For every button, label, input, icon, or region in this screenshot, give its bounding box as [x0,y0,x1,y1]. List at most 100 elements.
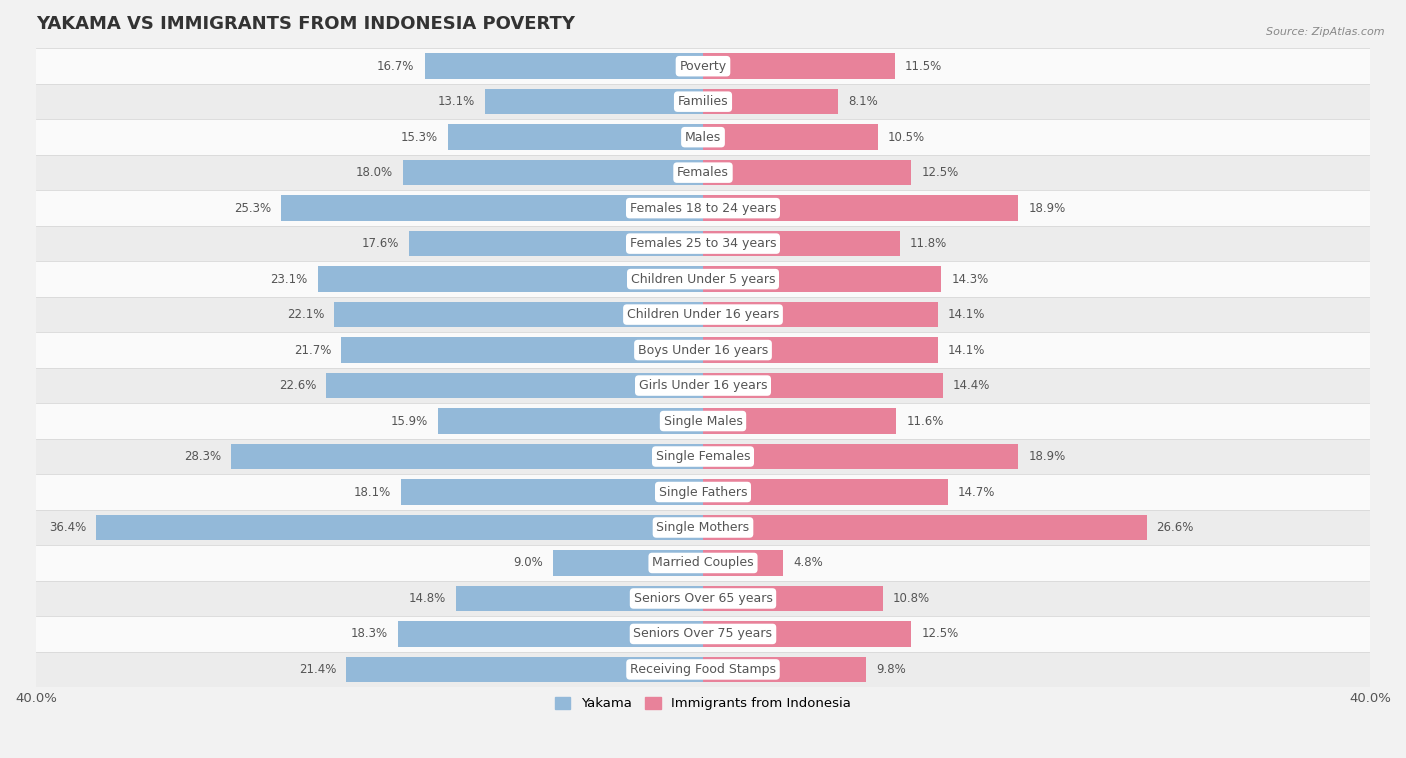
Text: 14.1%: 14.1% [948,308,986,321]
Bar [703,409,897,434]
Bar [449,124,703,150]
Text: 23.1%: 23.1% [270,273,308,286]
Bar [37,190,1369,226]
Text: 21.7%: 21.7% [294,343,330,356]
Text: 25.3%: 25.3% [233,202,271,215]
Bar [37,439,1369,475]
Text: Females 18 to 24 years: Females 18 to 24 years [630,202,776,215]
Text: Married Couples: Married Couples [652,556,754,569]
Text: 18.3%: 18.3% [350,628,388,641]
Bar [703,124,879,150]
Bar [281,196,703,221]
Text: 14.4%: 14.4% [953,379,990,392]
Text: 21.4%: 21.4% [298,663,336,676]
Bar [703,550,783,576]
Bar [703,443,1018,469]
Text: 14.1%: 14.1% [948,343,986,356]
Text: Females 25 to 34 years: Females 25 to 34 years [630,237,776,250]
Bar [703,479,948,505]
Bar [401,479,703,505]
Bar [326,373,703,398]
Text: Single Fathers: Single Fathers [659,486,747,499]
Text: 13.1%: 13.1% [437,96,475,108]
Text: 8.1%: 8.1% [848,96,877,108]
Legend: Yakama, Immigrants from Indonesia: Yakama, Immigrants from Indonesia [550,692,856,716]
Bar [409,231,703,256]
Text: 28.3%: 28.3% [184,450,221,463]
Bar [37,49,1369,84]
Bar [342,337,703,363]
Text: Males: Males [685,130,721,144]
Bar [703,586,883,611]
Bar [37,581,1369,616]
Bar [437,409,703,434]
Text: Females: Females [678,166,728,179]
Text: 4.8%: 4.8% [793,556,823,569]
Text: 36.4%: 36.4% [49,521,86,534]
Bar [37,616,1369,652]
Bar [37,332,1369,368]
Bar [231,443,703,469]
Bar [37,545,1369,581]
Text: 10.5%: 10.5% [889,130,925,144]
Text: Boys Under 16 years: Boys Under 16 years [638,343,768,356]
Bar [37,652,1369,688]
Bar [456,586,703,611]
Bar [37,509,1369,545]
Text: 15.9%: 15.9% [391,415,427,428]
Text: 17.6%: 17.6% [363,237,399,250]
Text: 11.5%: 11.5% [905,60,942,73]
Bar [335,302,703,327]
Bar [703,373,943,398]
Text: Single Mothers: Single Mothers [657,521,749,534]
Text: 12.5%: 12.5% [921,628,959,641]
Bar [703,337,938,363]
Text: 15.3%: 15.3% [401,130,437,144]
Bar [37,475,1369,509]
Text: 12.5%: 12.5% [921,166,959,179]
Bar [404,160,703,186]
Bar [703,53,894,79]
Text: 11.8%: 11.8% [910,237,948,250]
Text: Source: ZipAtlas.com: Source: ZipAtlas.com [1267,27,1385,36]
Bar [318,266,703,292]
Bar [37,403,1369,439]
Text: 14.7%: 14.7% [957,486,995,499]
Bar [96,515,703,540]
Bar [485,89,703,114]
Text: Poverty: Poverty [679,60,727,73]
Bar [37,155,1369,190]
Text: 9.0%: 9.0% [513,556,543,569]
Bar [37,297,1369,332]
Text: 22.6%: 22.6% [278,379,316,392]
Text: 11.6%: 11.6% [907,415,943,428]
Text: Seniors Over 65 years: Seniors Over 65 years [634,592,772,605]
Bar [703,621,911,647]
Text: 18.9%: 18.9% [1028,450,1066,463]
Text: 22.1%: 22.1% [287,308,325,321]
Bar [703,302,938,327]
Bar [553,550,703,576]
Bar [37,84,1369,120]
Text: Children Under 16 years: Children Under 16 years [627,308,779,321]
Bar [703,231,900,256]
Bar [703,515,1147,540]
Bar [37,368,1369,403]
Text: 18.1%: 18.1% [354,486,391,499]
Text: 9.8%: 9.8% [876,663,907,676]
Bar [703,89,838,114]
Bar [425,53,703,79]
Text: 18.9%: 18.9% [1028,202,1066,215]
Text: YAKAMA VS IMMIGRANTS FROM INDONESIA POVERTY: YAKAMA VS IMMIGRANTS FROM INDONESIA POVE… [37,15,575,33]
Bar [346,656,703,682]
Text: Receiving Food Stamps: Receiving Food Stamps [630,663,776,676]
Bar [398,621,703,647]
Text: 18.0%: 18.0% [356,166,392,179]
Bar [703,160,911,186]
Text: Single Males: Single Males [664,415,742,428]
Bar [37,226,1369,262]
Bar [703,656,866,682]
Bar [703,266,942,292]
Text: 14.3%: 14.3% [952,273,988,286]
Bar [703,196,1018,221]
